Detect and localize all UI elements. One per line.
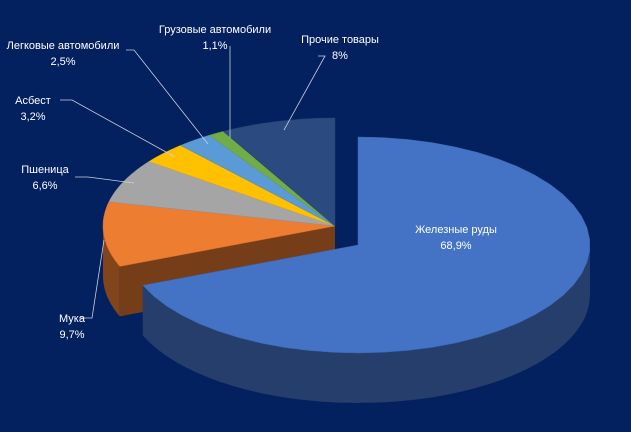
leader-line-4: [126, 49, 209, 145]
label-name: Грузовые автомобили: [158, 24, 272, 36]
label-other: Прочие товары 8%: [301, 32, 379, 64]
label-flour: Мука 9,7%: [59, 311, 85, 343]
label-trucks: Грузовые автомобили 1,1%: [159, 22, 271, 54]
leader-line-3: [60, 99, 176, 158]
label-value: 9,7%: [59, 329, 85, 341]
label-name: Прочие товары: [301, 34, 379, 46]
label-value: 68,9%: [440, 240, 472, 252]
pie-slice-2: [108, 161, 336, 227]
label-cars: Легковые автомобили 2,5%: [7, 38, 120, 70]
label-value: 3,2%: [20, 111, 46, 123]
label-value: 1,1%: [202, 40, 228, 52]
label-wheat: Пшеница 6,6%: [21, 162, 69, 194]
label-asbestos: Асбест 3,2%: [15, 93, 51, 125]
label-name: Железные руды: [415, 224, 497, 236]
label-iron-ore: Железные руды 68,9%: [415, 222, 497, 254]
pie-slice-0: [142, 136, 590, 354]
pie-slice-4: [179, 134, 336, 227]
pie-slice-5: [208, 131, 336, 227]
label-value: 2,5%: [50, 56, 76, 68]
slice-side-0: [142, 245, 591, 403]
slice-side-1: [103, 226, 120, 317]
pie-slice-1: [102, 201, 336, 267]
leader-line-6: [283, 55, 326, 131]
label-name: Мука: [59, 313, 85, 325]
label-value: 8%: [332, 50, 348, 62]
label-name: Асбест: [15, 95, 51, 107]
leader-line-1: [79, 239, 105, 319]
leader-line-2: [75, 176, 135, 184]
label-name: Пшеница: [21, 164, 69, 176]
label-value: 6,6%: [32, 180, 58, 192]
label-name: Легковые автомобили: [6, 40, 120, 52]
pie-slice-6: [222, 117, 336, 227]
pie-slice-3: [148, 145, 336, 227]
